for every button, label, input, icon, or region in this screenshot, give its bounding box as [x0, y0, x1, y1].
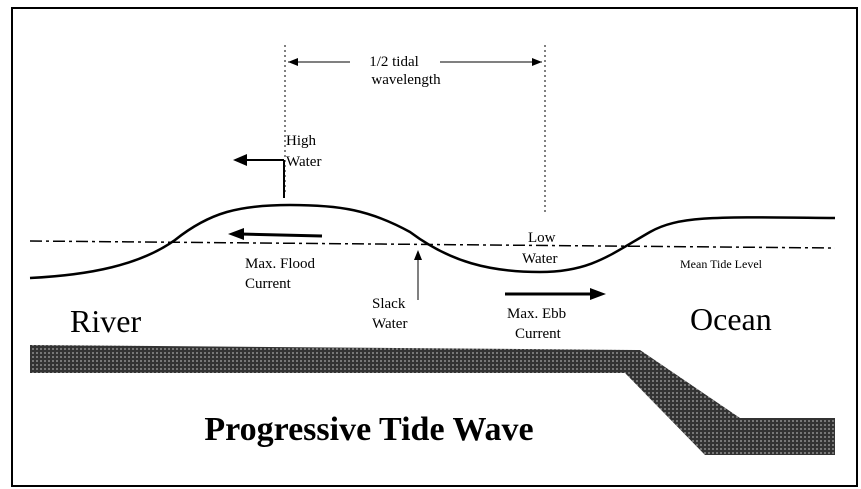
label: Current	[515, 326, 562, 342]
seabed	[30, 345, 835, 455]
label: Mean Tide Level	[680, 257, 763, 271]
ocean-label: Ocean	[690, 301, 772, 337]
label: Water	[372, 316, 407, 332]
arrowhead	[414, 250, 422, 260]
label: Current	[245, 276, 292, 292]
arrowhead	[233, 154, 247, 166]
label: wavelength	[371, 72, 441, 88]
arrowhead	[532, 58, 542, 66]
arrowhead	[288, 58, 298, 66]
label: Low	[528, 230, 556, 246]
arrowhead	[590, 288, 606, 300]
label: Max. Ebb	[507, 306, 566, 322]
label: Water	[286, 154, 321, 170]
arrow	[239, 232, 323, 238]
title: Progressive Tide Wave	[204, 411, 533, 448]
tide-wave	[29, 203, 836, 280]
label: High	[286, 133, 317, 149]
label: 1/2 tidal	[369, 54, 419, 70]
frame	[11, 7, 858, 487]
arrowhead	[228, 228, 244, 240]
label: Max. Flood	[245, 256, 316, 272]
river-label: River	[70, 303, 141, 339]
mean-tide-line	[29, 240, 836, 249]
label: Water	[522, 251, 557, 267]
label: Slack	[372, 296, 406, 312]
